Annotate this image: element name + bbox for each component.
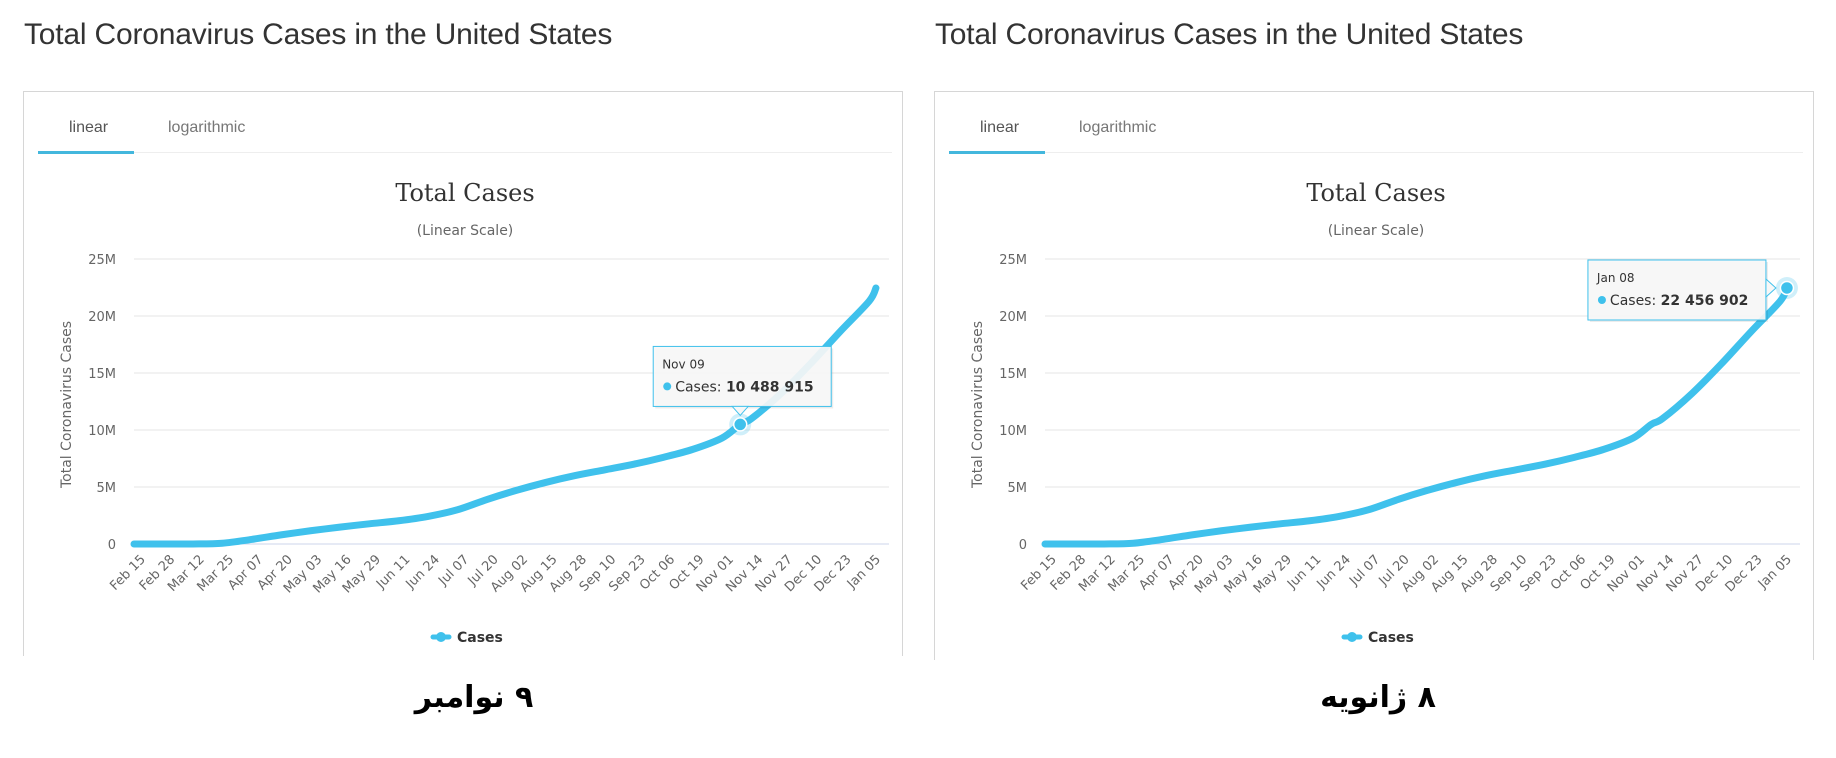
active-tab-indicator <box>949 151 1045 154</box>
y-tick-label: 0 <box>1019 538 1027 553</box>
page-title: Total Coronavirus Cases in the United St… <box>935 18 1524 51</box>
y-axis-title: Total Coronavirus Cases <box>59 321 75 489</box>
y-axis-title: Total Coronavirus Cases <box>970 321 986 489</box>
tooltip-box <box>652 345 832 407</box>
tab-logarithmic[interactable]: logarithmic <box>168 119 246 136</box>
y-tick-label: 5M <box>97 481 117 496</box>
panel-jan-08: Total Coronavirus Cases in the United St… <box>911 0 1822 758</box>
y-tick-label: 20M <box>999 310 1027 325</box>
tooltip-box <box>1587 259 1767 321</box>
scale-tabs: linear logarithmic <box>38 92 892 154</box>
hover-point[interactable] <box>732 417 748 432</box>
active-tab-indicator <box>38 151 134 154</box>
y-tick-label: 10M <box>88 424 116 439</box>
chart-title: Total Cases <box>395 179 534 207</box>
tooltip-series-label: Cases: <box>1610 293 1661 309</box>
date-caption: ۹ نوامبر <box>414 680 534 715</box>
x-tick-label: Jul 07 <box>1346 552 1383 589</box>
chart-card: linear logarithmic <box>934 91 1814 660</box>
tooltip-date: Jan 08 <box>1596 271 1635 285</box>
tooltip-series-dot <box>663 382 672 391</box>
tooltip: Jan 08 Cases: 22 456 902 <box>1587 259 1777 322</box>
legend-item-cases[interactable]: Cases <box>1341 630 1414 646</box>
y-tick-label: 0 <box>108 538 116 553</box>
tooltip-value: Cases: 22 456 902 <box>1610 293 1748 309</box>
legend-marker-icon <box>436 632 446 642</box>
x-tick-label: Jul 07 <box>435 552 472 589</box>
chart-svg: Total Cases (Linear Scale) 0 5M 10M 15M 20M 25M… <box>970 179 1800 646</box>
scale-tabs: linear logarithmic <box>949 92 1803 154</box>
panel-nov-09: Total Coronavirus Cases in the United St… <box>0 0 911 758</box>
y-tick-label: 15M <box>88 367 116 382</box>
tab-linear[interactable]: linear <box>69 119 109 136</box>
tab-linear[interactable]: linear <box>980 119 1020 136</box>
tooltip-pointer <box>731 405 750 417</box>
legend-label: Cases <box>1368 630 1414 646</box>
chart-subtitle: (Linear Scale) <box>1328 223 1425 239</box>
y-tick-label: 25M <box>88 253 116 268</box>
tooltip: Nov 09 Cases: 10 488 915 <box>652 345 834 417</box>
tooltip-pointer <box>1765 277 1777 299</box>
y-tick-label: 15M <box>999 367 1027 382</box>
y-tick-label: 10M <box>999 424 1027 439</box>
y-tick-label: 20M <box>88 310 116 325</box>
chart-subtitle: (Linear Scale) <box>417 223 514 239</box>
hover-point[interactable] <box>1779 280 1795 296</box>
tooltip-series-label: Cases: <box>675 379 726 395</box>
tab-logarithmic[interactable]: logarithmic <box>1079 119 1157 136</box>
y-tick-label: 25M <box>999 253 1027 268</box>
series-line-cases <box>130 284 880 548</box>
legend-item-cases[interactable]: Cases <box>430 630 503 646</box>
tooltip-date: Nov 09 <box>662 357 705 371</box>
legend-label: Cases <box>457 630 503 646</box>
series-line-cases <box>1041 284 1791 548</box>
tooltip-value-number: 22 456 902 <box>1661 293 1749 309</box>
tooltip-series-dot <box>1597 295 1606 304</box>
page-title: Total Coronavirus Cases in the United St… <box>24 18 613 51</box>
chart-title: Total Cases <box>1306 179 1445 207</box>
tooltip-value-number: 10 488 915 <box>726 379 814 395</box>
y-tick-label: 5M <box>1008 481 1028 496</box>
tooltip-value: Cases: 10 488 915 <box>675 379 813 395</box>
chart-svg: Total Cases (Linear Scale) 0 5M 10M 15M 20M 25M… <box>59 179 889 646</box>
date-caption: ۸ ژانویه <box>1320 680 1436 715</box>
legend-marker-icon <box>1347 632 1357 642</box>
